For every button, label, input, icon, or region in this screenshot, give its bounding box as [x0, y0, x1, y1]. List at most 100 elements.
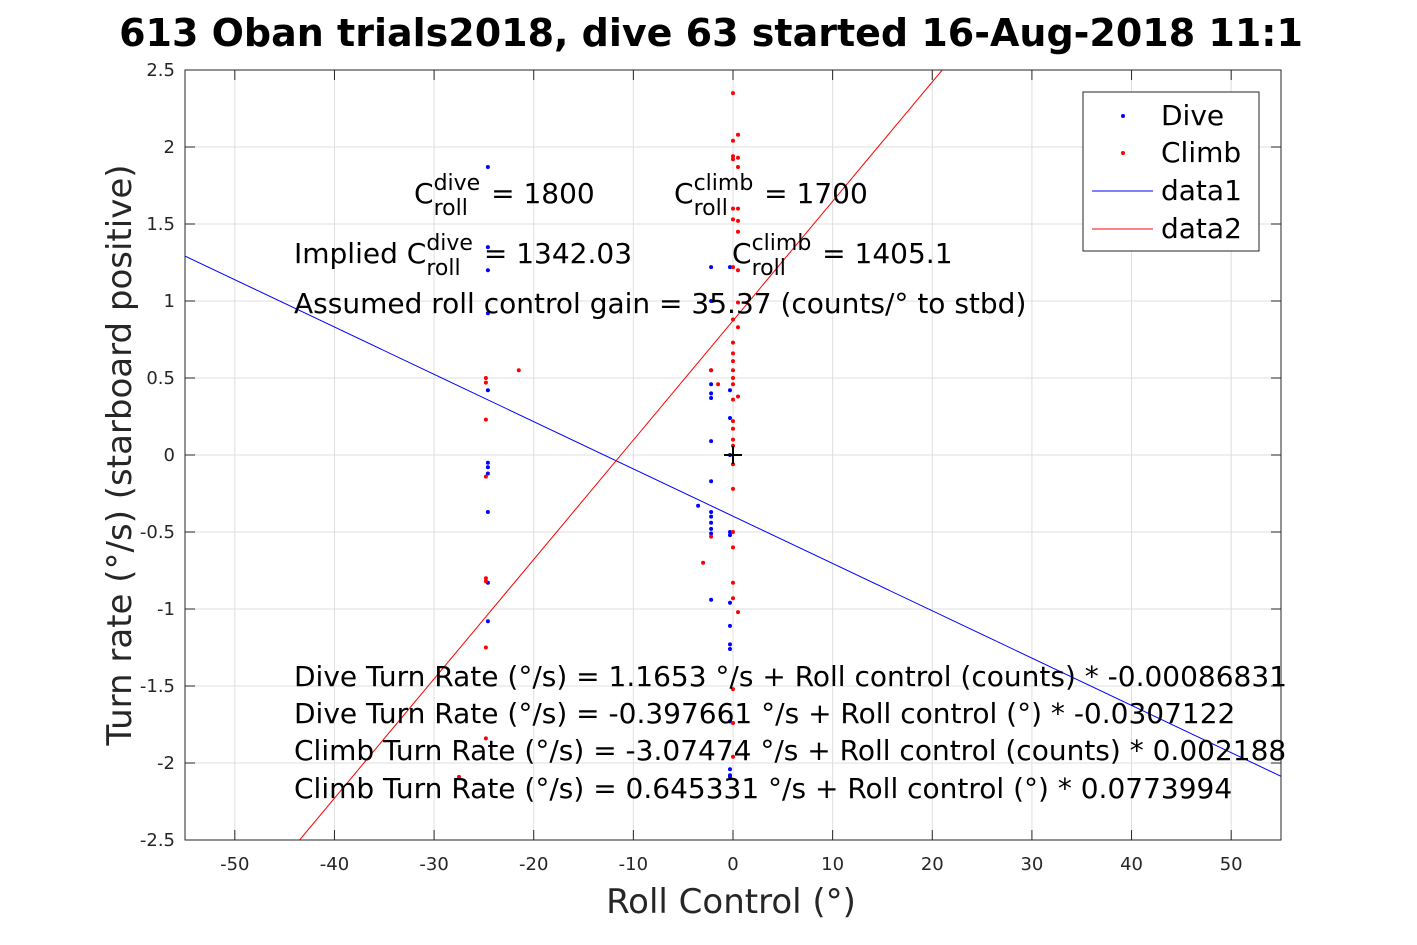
data-point-dive — [709, 391, 714, 396]
y-tick-label: 2 — [164, 137, 175, 158]
data-point-dive — [728, 773, 732, 778]
annotation-c-roll-dive: Cdive roll = 1800 — [414, 171, 595, 221]
data-point-dive — [709, 531, 714, 536]
annotation-implied-dive: Implied Cdive roll = 1342.03 — [294, 231, 632, 281]
data-point-climb — [736, 218, 740, 223]
data-point-dive — [728, 600, 732, 605]
legend-label-data2: data2 — [1161, 212, 1242, 245]
data-point-dive — [728, 719, 732, 724]
data-point-climb — [731, 376, 735, 380]
annotation-value: = 1405.1 — [813, 237, 952, 270]
data-point-climb — [731, 530, 735, 534]
annotation-value: = 1342.03 — [475, 237, 632, 270]
data-point-climb — [483, 579, 488, 584]
legend-label-dive: Dive — [1161, 99, 1224, 132]
data-point-climb — [701, 560, 706, 565]
data-point-dive — [728, 642, 732, 647]
data-point-dive — [709, 479, 714, 484]
gain-text: Assumed roll control gain = 35.37 (count… — [294, 287, 1026, 320]
legend-swatch-climb — [1121, 151, 1125, 155]
annotation-prefix: C — [414, 177, 434, 210]
y-tick-label: 0.5 — [146, 368, 175, 389]
data-point-dive — [728, 416, 732, 420]
x-tick-label: -20 — [519, 854, 548, 875]
y-tick-label: -2 — [157, 753, 175, 774]
data-point-climb — [731, 217, 735, 222]
annotation-sub: roll — [426, 256, 460, 281]
data-point-climb — [736, 610, 740, 615]
data-points — [457, 91, 740, 779]
data-point-dive — [709, 520, 714, 525]
data-point-climb — [731, 687, 735, 692]
legend-label-data1: data1 — [1161, 174, 1242, 207]
legend-swatch-dive — [1121, 114, 1125, 118]
y-tick-label: -0.5 — [140, 522, 175, 543]
data-point-dive — [709, 597, 714, 602]
data-point-dive — [485, 619, 490, 624]
axis-ticks: -50 -40 -30 -20 -10 0 10 20 30 40 50-2.5-2-1.5-1-0… — [140, 60, 1281, 875]
data-point-climb — [736, 132, 740, 137]
data-point-climb — [731, 545, 735, 550]
fit-line-data2 — [299, 70, 943, 840]
data-point-climb — [731, 340, 735, 345]
equation-text: Climb Turn Rate (°/s) = 0.645331 °/s + R… — [294, 772, 1232, 805]
data-point-climb — [731, 754, 735, 759]
data-point-climb — [731, 138, 735, 143]
data-point-climb — [483, 376, 488, 380]
data-point-dive — [709, 396, 714, 400]
data-point-climb — [716, 382, 721, 387]
x-tick-label: 20 — [921, 854, 944, 875]
data-point-dive — [728, 533, 732, 538]
data-point-climb — [731, 157, 735, 162]
fit-line-data1 — [185, 255, 1281, 777]
y-axis-label: Turn rate (°/s) (starboard positive) — [100, 164, 140, 746]
legend-label-climb: Climb — [1161, 136, 1241, 169]
data-point-dive — [728, 265, 732, 270]
data-point-climb — [483, 380, 488, 385]
y-tick-label: 1 — [164, 291, 175, 312]
data-point-dive — [709, 510, 714, 514]
data-point-climb — [731, 596, 735, 601]
data-point-dive — [485, 311, 490, 316]
data-point-climb — [483, 417, 488, 422]
data-point-dive — [696, 503, 701, 508]
data-point-climb — [731, 721, 735, 725]
data-point-climb — [731, 154, 735, 159]
data-point-climb — [736, 300, 740, 305]
data-point-climb — [731, 206, 735, 211]
data-point-climb — [483, 645, 488, 650]
annotation-c-roll-climb: Cclimb roll = 1700 — [674, 171, 868, 221]
data-point-dive — [485, 268, 490, 273]
data-point-climb — [736, 229, 740, 234]
annotation-sup: dive — [434, 171, 481, 196]
data-point-climb — [483, 736, 488, 741]
y-tick-label: 0 — [164, 445, 175, 466]
y-tick-label: -1 — [157, 599, 175, 620]
annotation-implied-climb: Cclimb roll = 1405.1 — [732, 231, 953, 281]
x-tick-label: 50 — [1220, 854, 1243, 875]
fit-lines — [185, 70, 1281, 840]
equation-text: Dive Turn Rate (°/s) = 1.1653 °/s + Roll… — [294, 660, 1287, 693]
annotation-sup: climb — [752, 231, 812, 256]
x-tick-label: -40 — [320, 854, 349, 875]
x-tick-label: -30 — [419, 854, 448, 875]
data-point-dive — [709, 439, 714, 444]
annotation-sup: dive — [426, 231, 473, 256]
data-point-dive — [728, 767, 732, 772]
y-tick-label: -1.5 — [140, 676, 175, 697]
data-point-climb — [731, 91, 735, 96]
annotation-sub: roll — [434, 196, 468, 221]
chart-title: 613 Oban trials2018, dive 63 started 16-… — [119, 11, 1303, 55]
annotation-prefix: C — [674, 177, 694, 210]
x-tick-label: 0 — [727, 854, 738, 875]
data-point-dive — [485, 388, 490, 393]
annotation-sup: climb — [694, 171, 754, 196]
data-point-dive — [709, 299, 714, 303]
data-point-climb — [731, 419, 735, 424]
data-point-climb — [709, 534, 714, 539]
data-point-dive — [485, 510, 490, 514]
x-tick-label: 30 — [1020, 854, 1043, 875]
data-point-climb — [731, 368, 735, 373]
data-point-climb — [483, 576, 488, 581]
